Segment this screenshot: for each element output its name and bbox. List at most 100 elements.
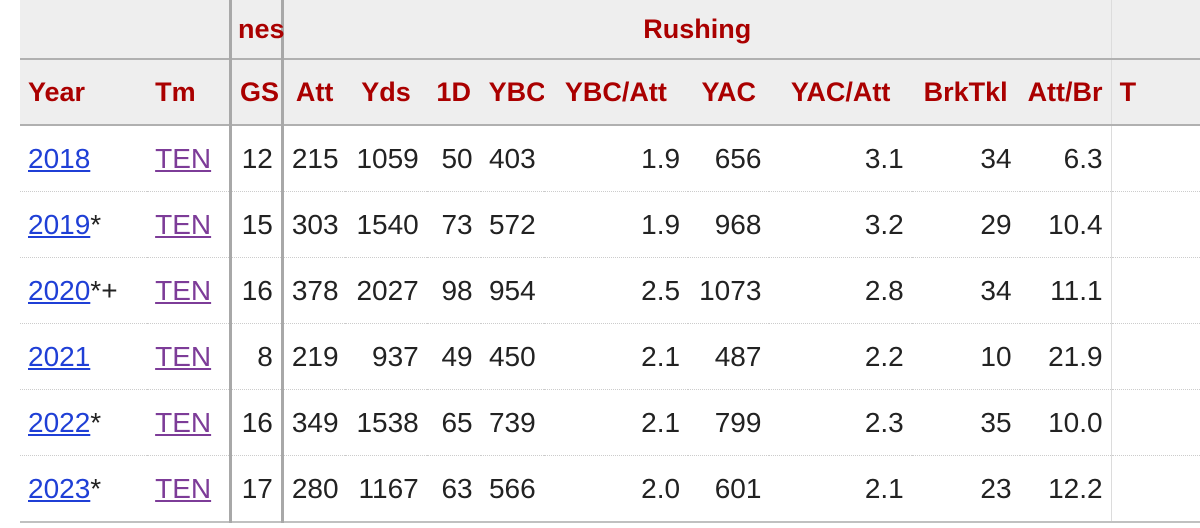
first-downs-cell: 50 <box>426 125 481 192</box>
yac-cell: 1073 <box>688 257 770 324</box>
col-header-ybc[interactable]: YBC <box>480 59 544 126</box>
yds-cell: 1540 <box>345 191 427 258</box>
col-header-att-br[interactable]: Att/Br <box>1019 59 1112 126</box>
col-header-ybc-att[interactable]: YBC/Att <box>543 59 689 126</box>
ybc-cell: 572 <box>480 191 544 258</box>
yac-cell: 968 <box>688 191 770 258</box>
yds-cell: 937 <box>345 323 427 390</box>
over-header-blank <box>20 0 232 60</box>
rushing-stats-table: nes Rushing Year Tm GS Att Yds 1D YBC YB… <box>20 0 1200 523</box>
col-header-year[interactable]: Year <box>20 59 148 126</box>
brktkl-cell: 29 <box>911 191 1020 258</box>
year-link[interactable]: 2020 <box>28 274 91 306</box>
att-cell: 215 <box>282 125 346 192</box>
yac-cell: 601 <box>688 455 770 523</box>
extra-cell <box>1111 323 1200 390</box>
award-marker: * <box>90 208 102 240</box>
yac-cell: 799 <box>688 389 770 456</box>
att-br-cell: 10.4 <box>1019 191 1112 258</box>
games-group-label: nes <box>237 13 285 44</box>
table-row: 2023* TEN 17 280 1167 63 566 2.0 601 2.1… <box>20 455 1200 523</box>
year-link[interactable]: 2023 <box>28 472 91 504</box>
att-br-cell: 11.1 <box>1019 257 1112 324</box>
year-link[interactable]: 2018 <box>28 142 91 174</box>
col-header-team[interactable]: Tm <box>147 59 232 126</box>
table-row: 2018 TEN 12 215 1059 50 403 1.9 656 3.1 … <box>20 125 1200 192</box>
ybc-att-cell: 1.9 <box>543 125 689 192</box>
year-link[interactable]: 2019 <box>28 208 91 240</box>
gs-cell: 16 <box>230 389 284 456</box>
ybc-att-cell: 2.1 <box>543 389 689 456</box>
team-link[interactable]: TEN <box>155 340 212 372</box>
brktkl-cell: 34 <box>911 257 1020 324</box>
first-downs-cell: 49 <box>426 323 481 390</box>
extra-cell <box>1111 125 1200 192</box>
gs-cell: 8 <box>230 323 284 390</box>
col-header-1d[interactable]: 1D <box>426 59 481 126</box>
team-link[interactable]: TEN <box>155 208 212 240</box>
yac-att-cell: 2.2 <box>769 323 912 390</box>
att-br-cell: 6.3 <box>1019 125 1112 192</box>
att-br-cell: 12.2 <box>1019 455 1112 523</box>
yac-cell: 656 <box>688 125 770 192</box>
col-header-yac-att[interactable]: YAC/Att <box>769 59 912 126</box>
brktkl-cell: 34 <box>911 125 1020 192</box>
yac-att-cell: 3.1 <box>769 125 912 192</box>
col-header-att[interactable]: Att <box>282 59 346 126</box>
col-header-extra[interactable]: T <box>1111 59 1200 126</box>
first-downs-cell: 73 <box>426 191 481 258</box>
first-downs-cell: 98 <box>426 257 481 324</box>
ybc-cell: 566 <box>480 455 544 523</box>
award-marker: * <box>90 406 102 438</box>
table-row: 2019* TEN 15 303 1540 73 572 1.9 968 3.2… <box>20 191 1200 258</box>
col-header-brktkl[interactable]: BrkTkl <box>911 59 1020 126</box>
att-cell: 280 <box>282 455 346 523</box>
gs-cell: 15 <box>230 191 284 258</box>
yds-cell: 1167 <box>345 455 427 523</box>
brktkl-cell: 35 <box>911 389 1020 456</box>
over-header-extra <box>1111 0 1200 60</box>
col-header-gs[interactable]: GS <box>230 59 284 126</box>
yac-cell: 487 <box>688 323 770 390</box>
extra-cell <box>1111 389 1200 456</box>
team-link[interactable]: TEN <box>155 142 212 174</box>
table-row: 2020*+ TEN 16 378 2027 98 954 2.5 1073 2… <box>20 257 1200 324</box>
yds-cell: 1538 <box>345 389 427 456</box>
extra-cell <box>1111 257 1200 324</box>
yac-att-cell: 2.3 <box>769 389 912 456</box>
table-row: 2021 TEN 8 219 937 49 450 2.1 487 2.2 10… <box>20 323 1200 390</box>
brktkl-cell: 23 <box>911 455 1020 523</box>
table-row: 2022* TEN 16 349 1538 65 739 2.1 799 2.3… <box>20 389 1200 456</box>
first-downs-cell: 65 <box>426 389 481 456</box>
year-link[interactable]: 2021 <box>28 340 91 372</box>
column-header-row: Year Tm GS Att Yds 1D YBC YBC/Att YAC YA… <box>20 59 1200 126</box>
att-br-cell: 10.0 <box>1019 389 1112 456</box>
team-link[interactable]: TEN <box>155 472 212 504</box>
team-link[interactable]: TEN <box>155 406 212 438</box>
yac-att-cell: 3.2 <box>769 191 912 258</box>
first-downs-cell: 63 <box>426 455 481 523</box>
ybc-att-cell: 2.5 <box>543 257 689 324</box>
year-link[interactable]: 2022 <box>28 406 91 438</box>
yds-cell: 1059 <box>345 125 427 192</box>
att-cell: 349 <box>282 389 346 456</box>
att-cell: 378 <box>282 257 346 324</box>
col-header-yds[interactable]: Yds <box>345 59 427 126</box>
col-header-yac[interactable]: YAC <box>688 59 770 126</box>
ybc-att-cell: 2.1 <box>543 323 689 390</box>
team-link[interactable]: TEN <box>155 274 212 306</box>
yac-att-cell: 2.1 <box>769 455 912 523</box>
att-br-cell: 21.9 <box>1019 323 1112 390</box>
over-header-row: nes Rushing <box>20 0 1200 60</box>
ybc-cell: 450 <box>480 323 544 390</box>
gs-cell: 17 <box>230 455 284 523</box>
yac-att-cell: 2.8 <box>769 257 912 324</box>
yds-cell: 2027 <box>345 257 427 324</box>
brktkl-cell: 10 <box>911 323 1020 390</box>
gs-cell: 12 <box>230 125 284 192</box>
ybc-cell: 954 <box>480 257 544 324</box>
award-marker: * <box>90 472 102 504</box>
award-marker: *+ <box>90 274 118 306</box>
ybc-cell: 403 <box>480 125 544 192</box>
